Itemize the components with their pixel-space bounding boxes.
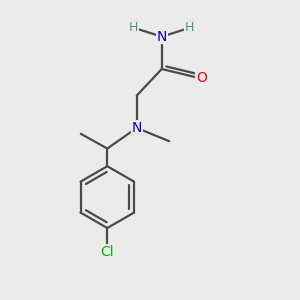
Text: O: O (196, 71, 207, 85)
Text: N: N (132, 121, 142, 135)
Text: H: H (129, 21, 139, 34)
Text: H: H (185, 21, 194, 34)
Text: Cl: Cl (100, 244, 114, 259)
Text: N: N (157, 30, 167, 44)
